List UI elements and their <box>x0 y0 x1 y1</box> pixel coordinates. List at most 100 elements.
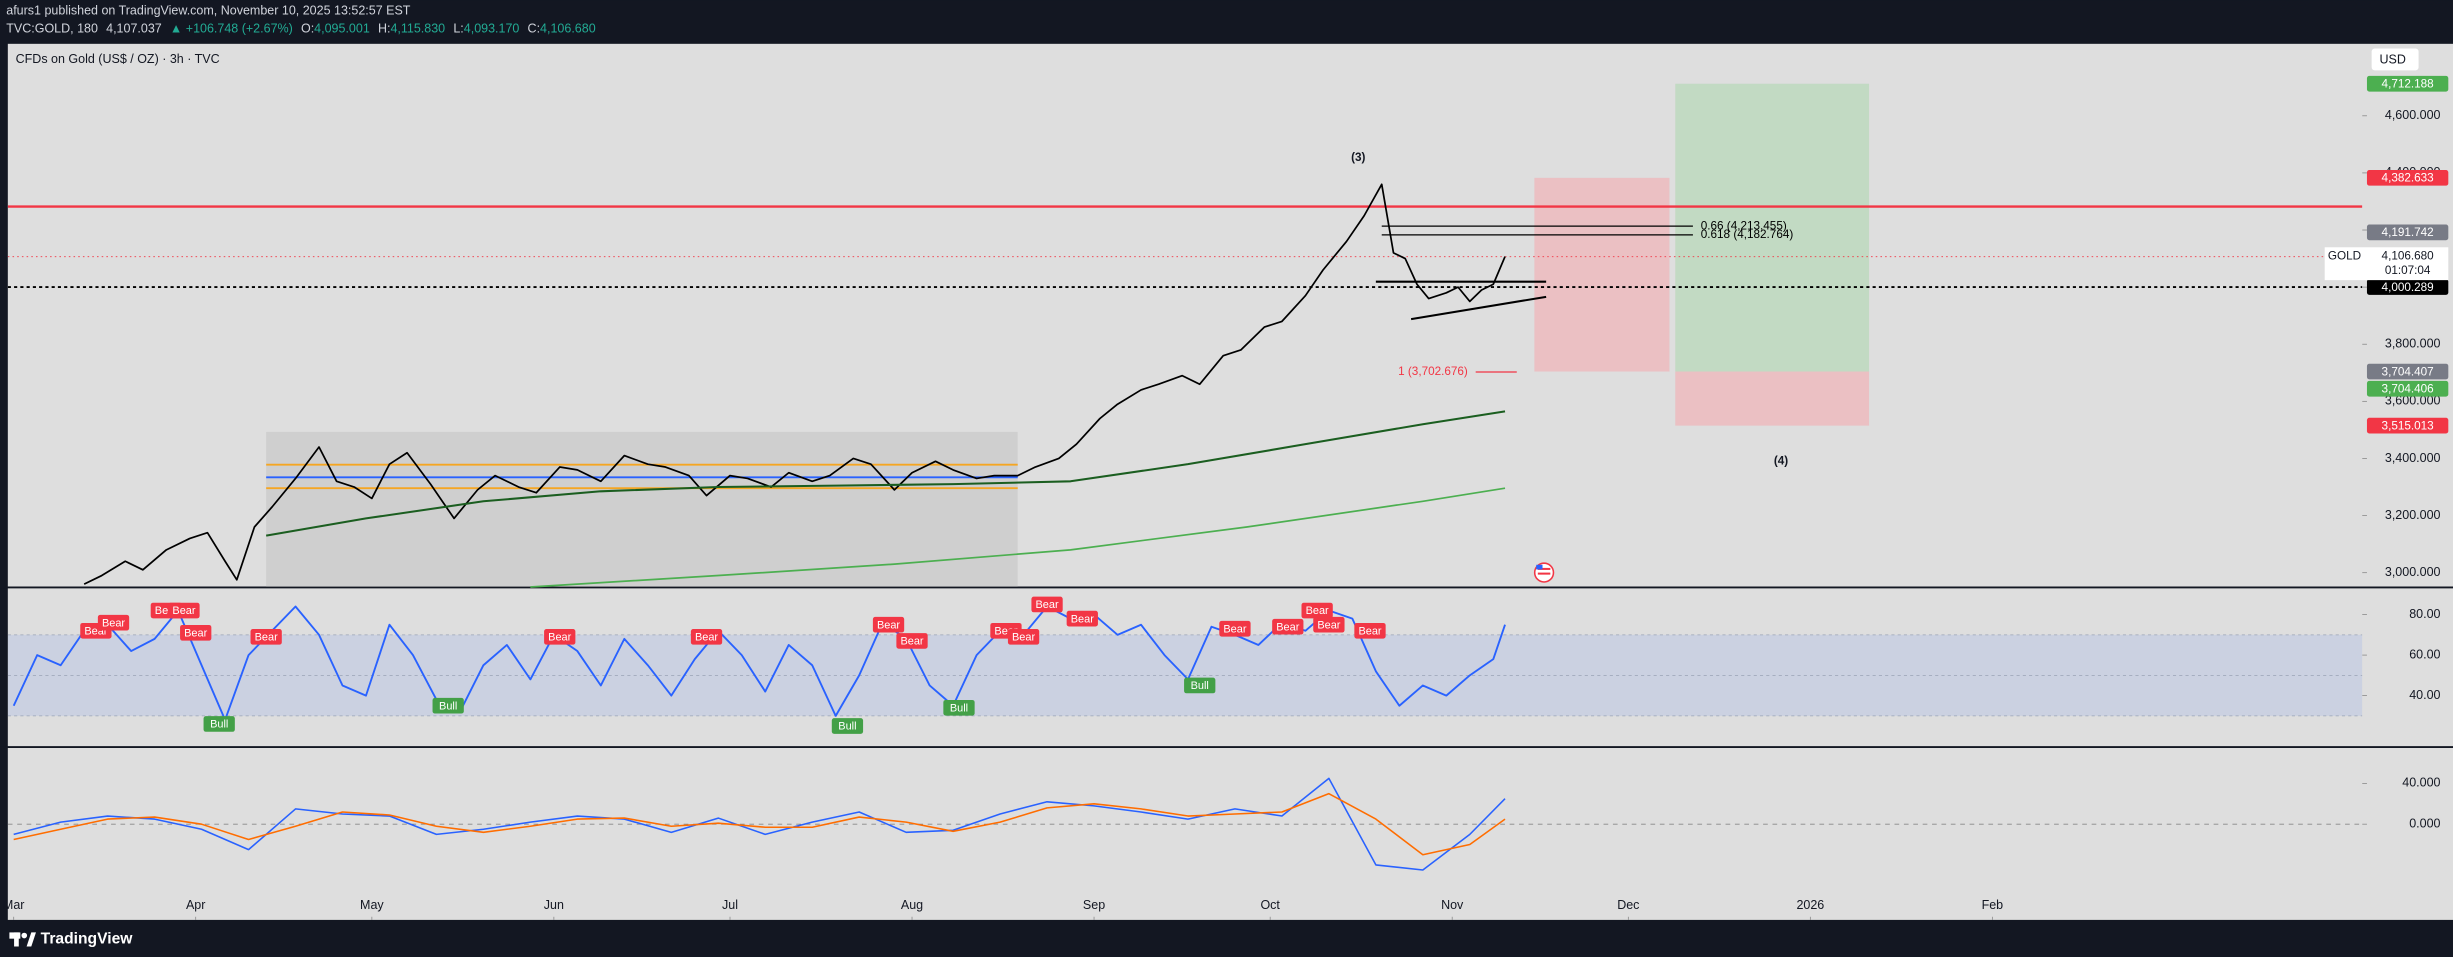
fib-label: 1 (3,702.676) <box>1398 365 1468 378</box>
x-tick-label: Aug <box>901 898 923 912</box>
signal-text: Bear <box>1358 625 1381 637</box>
currency: USD <box>2379 53 2405 67</box>
signal-text: Bear <box>1071 613 1094 625</box>
last-price: 4,107.037 <box>106 22 162 36</box>
signal-text: Bull <box>838 721 856 733</box>
last-price-symbol: GOLD <box>2328 250 2361 263</box>
signal-text: Bear <box>1306 605 1329 617</box>
signal-label: Bear <box>544 629 576 645</box>
series-line <box>13 792 1506 856</box>
signal-label: Bull <box>432 697 464 714</box>
ohlc-key: H: <box>378 22 391 36</box>
signal-marker <box>831 718 864 734</box>
x-tick-label: Mar <box>3 898 25 912</box>
signal-text: Bear <box>900 636 923 648</box>
ohlc-key: L: <box>453 22 463 36</box>
signal-label: Bear <box>168 602 200 619</box>
position-zone <box>1534 177 1670 372</box>
plot-area: 0.66 (4,213.455)0.618 (4,182.764) 1 (3,70… <box>7 83 2363 871</box>
signal-marker <box>943 699 975 716</box>
flag-stripe <box>1537 567 1551 570</box>
y-tick-label: 3,600.000 <box>2385 394 2441 408</box>
flag-canton <box>1536 564 1543 570</box>
ohlc-value: 4,093.170 <box>464 22 520 36</box>
signal-label: Bear <box>872 616 905 633</box>
logo-part <box>26 932 36 947</box>
signal-label: Bear <box>1219 620 1251 637</box>
price-tag <box>2366 417 2449 434</box>
wave-label: (4) <box>1774 455 1788 468</box>
wave-label: (3) <box>1351 151 1365 164</box>
flag-icon <box>1533 562 1555 583</box>
signal-marker <box>1354 622 1386 639</box>
signal-text: Bear <box>1036 599 1059 611</box>
x-tick-label: Apr <box>186 898 205 912</box>
flag-stripe <box>1537 572 1551 575</box>
price-tag <box>2366 363 2449 380</box>
x-tick-label: Feb <box>1982 898 2004 912</box>
signal-label: Bear <box>690 629 723 645</box>
price-tag <box>2366 380 2449 397</box>
author-line: afurs1 published on TradingView.com, Nov… <box>6 3 411 17</box>
chart-title: CFDs on Gold (US$ / OZ) · 3h · TVC <box>16 52 220 66</box>
x-tick-label: Oct <box>1260 898 1280 912</box>
signal-text: Bear <box>102 617 125 629</box>
last-price-box <box>2324 247 2449 281</box>
series-line <box>265 410 1506 537</box>
price-tag-label: 3,515.013 <box>2382 419 2434 432</box>
price-tag-label: 4,382.633 <box>2382 172 2434 185</box>
x-tick-label: 2026 <box>1796 898 1824 912</box>
signal-marker <box>203 716 235 732</box>
signal-label: Bull <box>203 716 235 732</box>
logo-part <box>21 932 28 939</box>
series-line <box>13 777 1506 871</box>
signal-marker <box>690 629 723 645</box>
y-tick-label: 3,400.000 <box>2385 451 2441 465</box>
signal-marker <box>1184 677 1216 694</box>
signal-marker <box>1313 616 1345 633</box>
y-tick-label: 0.000 <box>2409 816 2440 830</box>
signal-text: Bear <box>548 632 571 644</box>
position-zone <box>1675 83 1870 372</box>
y-tick-label: 80.00 <box>2409 607 2440 621</box>
signal-text: Bear <box>1276 621 1299 633</box>
signal-marker <box>432 697 464 714</box>
countdown: 01:07:04 <box>2385 264 2431 277</box>
signal-label: Bear <box>896 633 928 649</box>
x-tick-label: Sep <box>1083 898 1105 912</box>
price-tag <box>2366 224 2449 241</box>
signal-marker <box>97 614 130 631</box>
x-tick-label: Dec <box>1617 898 1639 912</box>
y-tick-label: 40.000 <box>2402 776 2440 790</box>
signal-text: Bear <box>84 625 107 637</box>
y-tick-label: 40.00 <box>2409 688 2440 702</box>
signal-label: Bear <box>1313 616 1345 633</box>
signal-text: Bear <box>255 632 278 644</box>
signal-text: Bear <box>994 625 1017 637</box>
ohlc-key: O: <box>301 22 314 36</box>
brand: TradingView <box>41 931 134 948</box>
last-price-label: 4,106.680 <box>2382 250 2435 263</box>
signal-label: Bear <box>250 629 282 645</box>
signal-marker <box>872 616 905 633</box>
price-tag-label: 3,704.407 <box>2382 365 2434 378</box>
x-tick-label: May <box>360 898 384 912</box>
logo-part <box>14 932 19 947</box>
signal-marker <box>1301 602 1333 619</box>
signal-text: Bull <box>1191 680 1209 692</box>
signal-label: Bear <box>1354 622 1386 639</box>
price-tag-label: 3,704.406 <box>2382 383 2434 396</box>
signal-text: Bull <box>950 702 968 714</box>
fib-label: 0.66 (4,213.455) <box>1701 219 1787 232</box>
signal-marker <box>250 629 282 645</box>
signal-marker <box>180 624 212 641</box>
signal-label: Bear <box>1301 602 1333 619</box>
y-tick-label: 3,800.000 <box>2385 337 2441 351</box>
signal-text: Bear <box>695 632 718 644</box>
signal-label: Bear <box>97 614 130 631</box>
signal-label: Bull <box>943 699 975 716</box>
ohlc-value: 4,115.830 <box>390 22 445 36</box>
fib-label: 0.618 (4,182.764) <box>1701 228 1794 241</box>
signal-marker <box>1007 629 1040 645</box>
y-tick-label: 4,600.000 <box>2385 108 2441 122</box>
